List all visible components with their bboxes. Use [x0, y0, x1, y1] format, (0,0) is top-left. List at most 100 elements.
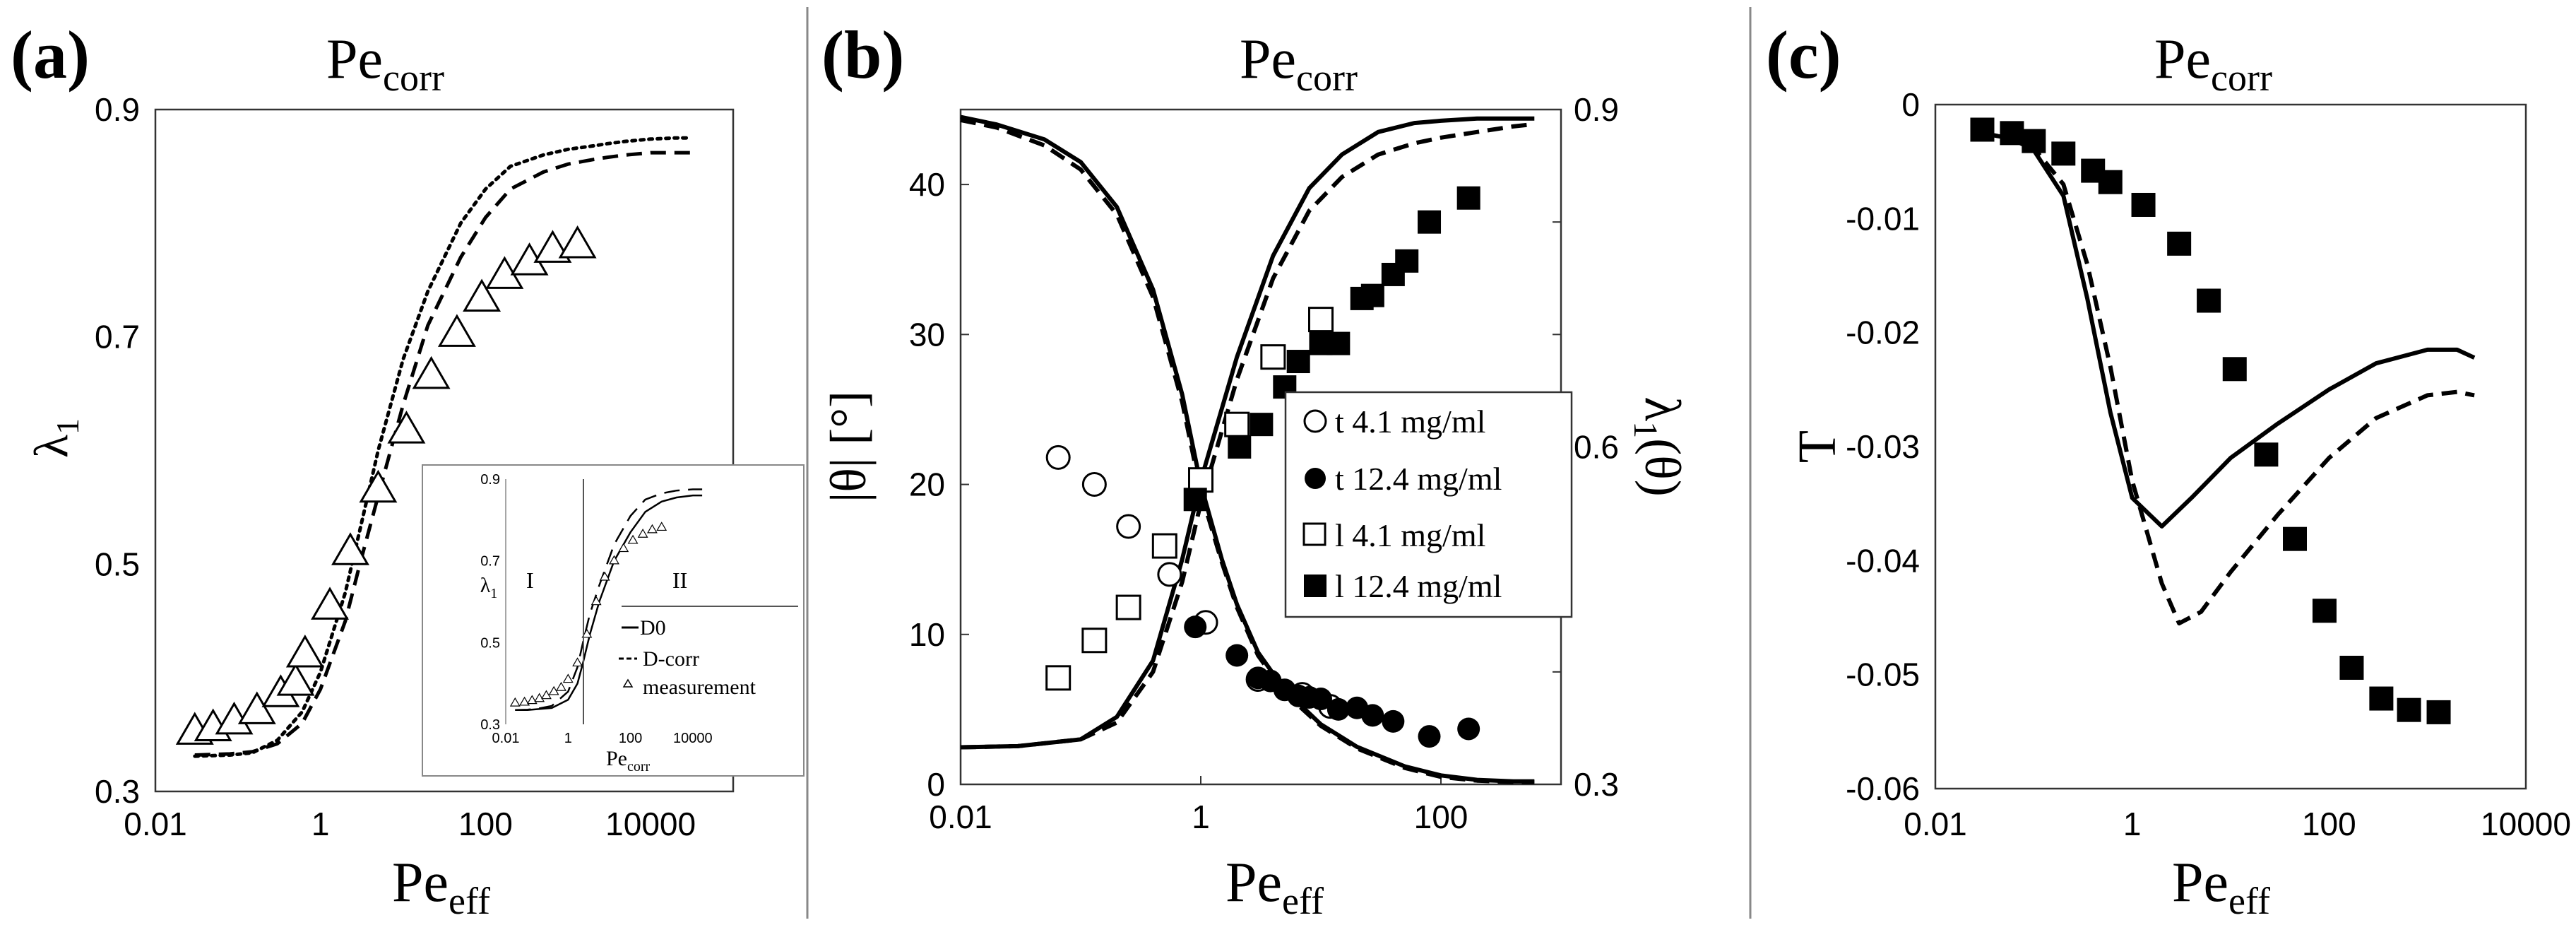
- panel-b-series-lambda-dashed: [960, 122, 1535, 750]
- inset-series-measurement-point-10: [590, 596, 602, 606]
- inset-ytick-0.7: 0.7: [480, 554, 500, 570]
- panel-a-series-measurement-point-17: [558, 225, 597, 259]
- panel-a-xtick-100: 100: [458, 806, 513, 842]
- panel-a-ytick-0.5: 0.5: [95, 546, 140, 582]
- panel-c-series: [1970, 117, 2476, 724]
- inset-ytick-0.5: 0.5: [480, 635, 500, 651]
- legend-swatch-open-square: [1302, 522, 1326, 546]
- panel-c-series-measurement-point-11: [2283, 526, 2308, 551]
- panel-c-ylabel: T: [1788, 430, 1847, 463]
- panel-b-series-l-12.4-mg-ml-point-1: [1228, 435, 1252, 459]
- panel-c-series-measurement-point-10: [2254, 442, 2279, 467]
- panel-b-series-l-12.4-mg-ml-point-12: [1456, 186, 1480, 210]
- panel-c-ytick--0.02: -0.02: [1846, 314, 1920, 351]
- inset-frame: [422, 464, 805, 777]
- panel-a-xlabel-sub: eff: [449, 880, 490, 922]
- panel-c-series-measurement-point-14: [2369, 686, 2394, 711]
- panel-b-series-l-12.4-mg-ml-point-8: [1360, 283, 1384, 307]
- panel-a-ylabel-main: λ: [24, 435, 78, 458]
- panel-b-ytick-left-20: 20: [909, 466, 945, 503]
- panel-c-label: (c): [1766, 17, 1841, 93]
- panel-c-xtick-100: 100: [2302, 806, 2356, 842]
- inset-series-measurement-point-3: [534, 693, 545, 702]
- inset-legend-measurement: measurement: [643, 676, 756, 699]
- inset-axes: 0.3 0.5 0.7 0.9 0.01 1 100 10000: [480, 472, 712, 746]
- panel-a-xtick-10000: 10000: [605, 806, 696, 842]
- inset-series-measurement-point-17: [656, 522, 667, 531]
- panel-a-ytick-0.7: 0.7: [95, 319, 140, 355]
- panel-c-xtick-1: 1: [2123, 806, 2142, 842]
- panel-c-series-measurement-point-1: [2000, 121, 2024, 146]
- panel-a-series-measurement-point-5: [276, 663, 315, 696]
- legend-swatch-filled-square: [1304, 575, 1326, 597]
- panel-b-x-axis: 0.01 1 100: [929, 776, 1468, 835]
- panel-b-ytick-left-10: 10: [909, 616, 945, 653]
- panel-c-ytick--0.05: -0.05: [1846, 656, 1920, 693]
- panel-c-series-measurement-point-2: [2022, 129, 2046, 153]
- panel-b-series-l-12.4-mg-ml-point-2: [1250, 413, 1274, 437]
- panel-b-label: (b): [821, 17, 904, 93]
- panel-c-x-axis: 0.01 1 100 10000: [1904, 806, 2571, 842]
- panel-c-series-measurement-point-5: [2098, 170, 2123, 194]
- inset-series-measurement-point-11: [599, 571, 610, 581]
- panel-a-xlabel-main: Pe: [392, 852, 449, 914]
- inset-series-measurement-point-14: [627, 534, 639, 544]
- panel-b-series-l-4.1-mg-ml-point-0: [1045, 665, 1072, 691]
- inset-series-measurement-point-4: [541, 690, 552, 700]
- inset-legend-D0: D0: [640, 616, 666, 640]
- panel-a-ylabel: λ1: [24, 418, 85, 458]
- panel-a-label: (a): [11, 17, 90, 93]
- panel-c: (c) Pecorr 0-0.01-0.02-0.03-0.04-0.05-0.…: [1766, 17, 2571, 922]
- panel-a-series-dotted: [193, 136, 692, 758]
- panel-b-series-l-12.4-mg-ml-point-6: [1326, 331, 1351, 355]
- panel-c-xlabel-sub: eff: [2228, 880, 2270, 922]
- panel-b-series-t-12.4-mg-ml-point-10: [1361, 704, 1384, 727]
- panel-a-series-measurement-point-13: [463, 278, 501, 312]
- panel-b-ytick-left-0: 0: [927, 766, 945, 803]
- panel-b-legend: t 4.1 mg/ml t 12.4 mg/ml l 4.1 mg/ml l 1…: [1284, 391, 1573, 618]
- panel-b-series-t-12.4-mg-ml-point-12: [1418, 725, 1441, 748]
- panel-b-series-t-4.1-mg-ml-point-1: [1081, 472, 1107, 497]
- inset-xtick-100: 100: [619, 731, 642, 746]
- legend-t-4.1: t 4.1 mg/ml: [1335, 403, 1485, 440]
- panel-c-series-measurement-point-13: [2339, 655, 2364, 680]
- inset-series: [509, 488, 703, 712]
- inset-series-measurement-point-1: [519, 696, 530, 706]
- panel-b-series: [960, 114, 1535, 784]
- panel-c-series-measurement-point-8: [2197, 288, 2221, 313]
- inset-series-measurement-point-0: [509, 697, 521, 707]
- panel-b-series-l-12.4-mg-ml-point-4: [1286, 350, 1310, 374]
- panel-b-ytick-right-0.9: 0.9: [1574, 91, 1619, 128]
- inset-series-measurement-point-16: [647, 524, 658, 534]
- inset-region-I: I: [526, 567, 534, 593]
- inset-xtick-1: 1: [564, 731, 572, 746]
- panel-a-xlabel: Peeff: [392, 852, 490, 922]
- panel-b-series-t-12.4-mg-ml-point-0: [1184, 615, 1207, 639]
- legend-l-4.1: l 4.1 mg/ml: [1335, 517, 1485, 553]
- inset-xtick-10000: 10000: [673, 731, 713, 746]
- panel-a-series-measurement-point-7: [311, 587, 349, 620]
- inset-series-measurement-point-15: [637, 529, 648, 538]
- panel-c-ytick--0.01: -0.01: [1846, 200, 1920, 237]
- panel-b-series-t-4.1-mg-ml-point-3: [1157, 562, 1182, 587]
- panel-b-series-l-4.1-mg-ml-point-6: [1260, 344, 1286, 370]
- panel-b-xlabel-main: Pe: [1225, 852, 1282, 914]
- panel-b-legend-frame: [1284, 391, 1573, 618]
- panel-b-title-sub: corr: [1296, 57, 1358, 99]
- inset-region-II: II: [672, 567, 687, 593]
- panel-c-series-measurement-point-0: [1970, 117, 1995, 142]
- panel-b-xtick-100: 100: [1414, 799, 1468, 835]
- panel-b-right-axis: 0.3 0.6 0.9: [1553, 91, 1619, 803]
- inset-series-measurement-point-12: [609, 555, 619, 565]
- panel-b-series-t-12.4-mg-ml-point-13: [1457, 717, 1480, 741]
- panel-b-title-main: Pe: [1240, 28, 1296, 90]
- panel-b-title: Pecorr: [1240, 28, 1358, 99]
- inset-xlabel: Pecorr: [606, 747, 651, 774]
- panel-b-series-t-4.1-mg-ml-point-0: [1045, 444, 1071, 470]
- panel-b-ylabel-right: λ1(θ): [1627, 396, 1691, 496]
- panel-b-series-t-12.4-mg-ml-point-8: [1326, 697, 1350, 721]
- inset-ylabel: λ1: [480, 574, 498, 601]
- legend-l-12.4: l 12.4 mg/ml: [1335, 568, 1502, 604]
- panel-c-xlabel-main: Pe: [2172, 852, 2228, 914]
